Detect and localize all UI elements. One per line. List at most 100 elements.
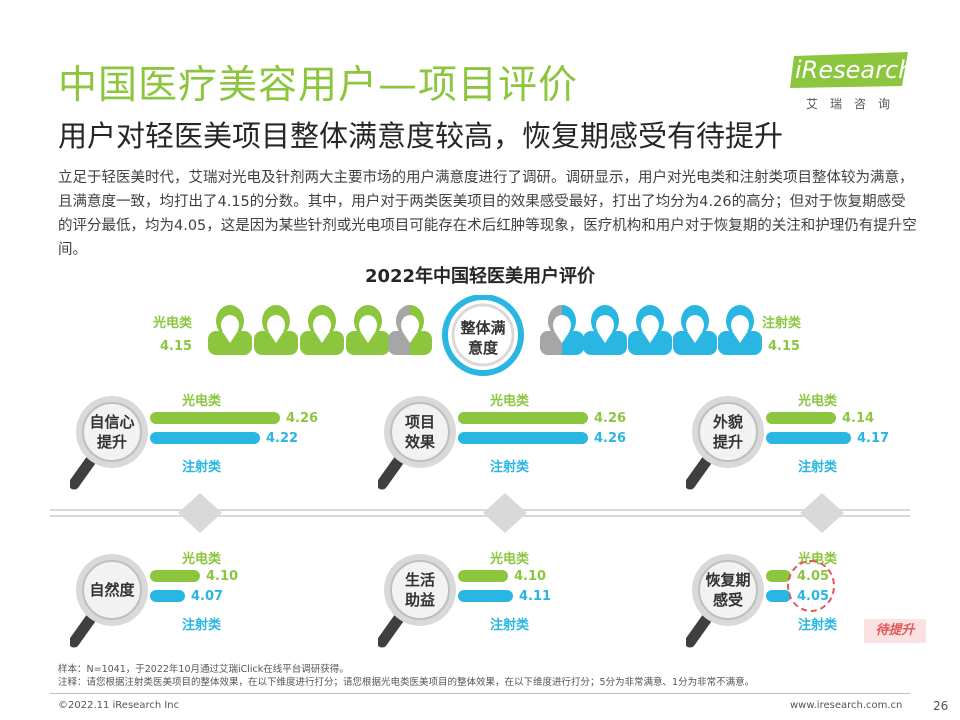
footer-divider (50, 693, 910, 694)
bar-guangdian (150, 570, 200, 582)
person-zhushe-2 (628, 305, 672, 355)
overall-center-label: 整体满 意度 (443, 318, 523, 358)
sample-note: 样本：N=1041，于2022年10月通过艾瑞iClick在线平台调研获得。 (58, 664, 349, 675)
remark-note: 注释：请您根据注射类医美项目的整体效果，在以下维度进行打分；请您根据光电类医美项… (58, 677, 755, 688)
overall-people-chart (208, 295, 762, 376)
bar-zhushe (766, 590, 791, 602)
logo-text: iResearch (795, 56, 914, 84)
series-label-guangdian: 光电类 (182, 552, 222, 567)
person-zhushe-4 (718, 305, 762, 355)
chart-title: 2022年中国轻医美用户评价 (364, 266, 596, 287)
metric-panel: 生活助益 光电类注射类 4.10 4.11 (378, 548, 618, 658)
value-label-guangdian: 4.26 (286, 411, 319, 426)
metric-label: 项目 效果 (380, 412, 460, 452)
series-label-guangdian: 光电类 (798, 394, 838, 409)
metric-label-line1: 外貌 (712, 413, 743, 431)
metric-label-line1: 恢复期 (705, 571, 751, 589)
metric-label: 恢复期 感受 (688, 570, 768, 610)
series-label-zhushe: 注射类 (798, 460, 838, 475)
person-guangdian-partial (388, 305, 432, 355)
diamond-3 (800, 493, 844, 533)
metric-label: 自然度 (72, 580, 152, 600)
person-zhushe-partial (540, 305, 584, 355)
series-label-guangdian: 光电类 (490, 394, 530, 409)
bar-zhushe (150, 590, 185, 602)
metric-panel: 外貌提升 光电类注射类 4.14 4.17 (686, 390, 926, 500)
magnifier-icon (378, 396, 588, 490)
series-label-zhushe: 注射类 (798, 618, 838, 633)
series-label-zhushe: 注射类 (490, 618, 530, 633)
footer-copyright: ©2022.11 iResearch Inc (58, 700, 180, 711)
bar-zhushe (458, 590, 513, 602)
page-subtitle: 用户对轻医美项目整体满意度较高，恢复期感受有待提升 (58, 119, 784, 153)
person-guangdian-4 (346, 305, 390, 355)
metric-label-line1: 项目 (404, 413, 435, 431)
series-label-zhushe: 注射类 (182, 618, 222, 633)
magnifier-icon (686, 554, 791, 648)
metric-label-line1: 生活 (404, 571, 435, 589)
page-title: 中国医疗美容用户—项目评价 (58, 63, 579, 108)
overall-right-value: 4.15 (768, 339, 801, 354)
person-guangdian-3 (300, 305, 344, 355)
overall-left-value: 4.15 (160, 339, 193, 354)
overall-left-name: 光电类 (153, 316, 193, 331)
bar-zhushe (458, 432, 588, 444)
value-label-zhushe: 4.22 (266, 431, 299, 446)
series-label-guangdian: 光电类 (182, 394, 222, 409)
overall-ring-inner (451, 303, 515, 367)
iresearch-logo (790, 52, 908, 88)
bar-guangdian (458, 412, 588, 424)
page-number: 26 (933, 699, 949, 713)
diamond-1 (178, 493, 222, 533)
logo-cn: 艾瑞咨询 (806, 97, 903, 111)
value-label-zhushe: 4.26 (594, 431, 627, 446)
metric-label-line2: 感受 (712, 591, 743, 609)
person-zhushe-3 (673, 305, 717, 355)
diamond-2 (483, 493, 527, 533)
bar-guangdian (458, 570, 508, 582)
series-label-zhushe: 注射类 (490, 460, 530, 475)
metric-panel: 自信心提升 光电类注射类 4.26 4.22 (70, 390, 318, 500)
magnifier-icon (70, 554, 200, 648)
bar-guangdian (766, 570, 791, 582)
bar-zhushe (766, 432, 851, 444)
metric-panel: 自然度 光电类注射类 4.10 4.07 (70, 548, 310, 658)
value-label-guangdian: 4.14 (842, 411, 875, 426)
metric-panel: 项目效果 光电类注射类 4.26 4.26 (378, 390, 626, 500)
value-label-zhushe: 4.17 (857, 431, 890, 446)
value-label-guangdian: 4.26 (594, 411, 627, 426)
series-label-guangdian: 光电类 (490, 552, 530, 567)
magnifier-icon (378, 554, 513, 648)
metric-label-line2: 助益 (404, 591, 435, 609)
bar-guangdian (150, 412, 280, 424)
value-label-guangdian: 4.10 (206, 569, 239, 584)
overall-label-line2: 意度 (467, 339, 498, 357)
overall-ring (442, 295, 524, 376)
intro-paragraph: 立足于轻医美时代，艾瑞对光电及针剂两大主要市场的用户满意度进行了调研。调研显示，… (58, 170, 917, 258)
magnifier-icon (70, 396, 280, 490)
person-guangdian-1 (208, 305, 252, 355)
value-label-zhushe: 4.07 (191, 589, 224, 604)
metric-label-line1: 自信心 (89, 413, 135, 431)
series-label-zhushe: 注射类 (182, 460, 222, 475)
bar-zhushe (150, 432, 260, 444)
metric-label: 外貌 提升 (688, 412, 768, 452)
value-label-guangdian: 4.10 (514, 569, 547, 584)
metric-panel: 恢复期 感受 光电类 注射类 4.05 4.05 (686, 548, 926, 658)
magnifier-icon (686, 396, 851, 490)
overall-right-name: 注射类 (762, 316, 802, 331)
footer-site: www.iresearch.com.cn (790, 700, 903, 711)
overall-label-line1: 整体满 (460, 319, 506, 337)
metric-label-line2: 提升 (712, 433, 743, 451)
metric-label-line1: 自然度 (89, 581, 135, 599)
metric-label: 生活 助益 (380, 570, 460, 610)
metric-label-line2: 提升 (96, 433, 127, 451)
highlight-circle (787, 560, 835, 612)
bar-guangdian (766, 412, 836, 424)
metric-label-line2: 效果 (404, 433, 435, 451)
improve-tag: 待提升 (864, 619, 926, 643)
person-guangdian-2 (254, 305, 298, 355)
metric-label: 自信心 提升 (72, 412, 152, 452)
value-label-zhushe: 4.11 (519, 589, 552, 604)
